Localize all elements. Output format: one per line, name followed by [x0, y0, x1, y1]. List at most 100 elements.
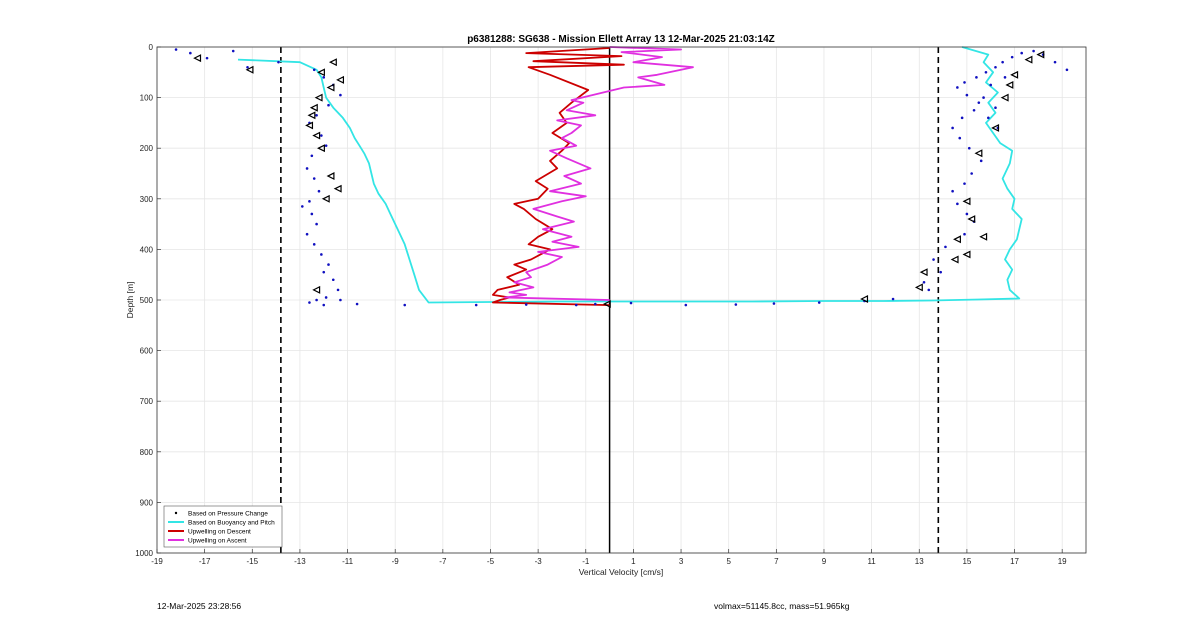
triangle-marker [1005, 80, 1014, 89]
series-upwelling-on-descent [491, 47, 625, 306]
triangle-marker [1000, 93, 1009, 102]
data-point [984, 71, 988, 74]
data-point [305, 167, 309, 170]
series-based-on-buoyancy-and-pitch [237, 46, 1023, 304]
data-point [308, 301, 311, 304]
data-point [308, 200, 311, 203]
data-point [1065, 68, 1069, 72]
data-point [327, 263, 330, 266]
data-point [963, 182, 966, 185]
y-tick-label: 300 [140, 195, 154, 204]
data-point [1032, 49, 1035, 53]
data-point [315, 114, 318, 117]
legend-entry: Upwelling on Descent [188, 528, 251, 535]
triangle-marker [328, 58, 337, 67]
data-point [958, 136, 962, 140]
data-point [315, 222, 318, 226]
footer-volmax-mass: volmax=51145.8cc, mass=51.965kg [714, 601, 850, 611]
data-point [972, 108, 976, 112]
data-point [989, 83, 993, 87]
x-tick-label: 1 [631, 557, 636, 566]
data-point [322, 303, 326, 307]
triangle-marker [333, 184, 342, 193]
data-point [939, 270, 942, 274]
triangle-marker [1010, 70, 1019, 79]
triangle-marker [317, 144, 325, 153]
series-based-on-pressure-change [174, 48, 1069, 307]
data-point [982, 96, 985, 99]
y-axis-label: Depth [m] [125, 282, 135, 319]
series-line [237, 46, 1023, 304]
y-tick-label: 0 [149, 43, 154, 52]
series-line [503, 46, 694, 301]
y-tick-label: 200 [140, 144, 154, 153]
data-point [336, 288, 340, 292]
data-point [951, 126, 954, 130]
x-tick-label: -9 [392, 557, 400, 566]
data-point [963, 81, 966, 84]
triangle-marker [307, 111, 316, 120]
data-point [312, 68, 316, 72]
data-point [967, 146, 971, 150]
data-point [189, 51, 192, 55]
data-point [339, 298, 342, 302]
data-point [734, 303, 738, 306]
data-point [994, 106, 997, 110]
data-point [355, 302, 359, 306]
x-tick-label: 19 [1058, 557, 1067, 566]
triangle-marker [602, 300, 611, 309]
data-point [574, 303, 578, 307]
series-line [491, 47, 625, 306]
data-point [629, 301, 633, 305]
data-point [310, 154, 314, 158]
x-tick-label: -17 [199, 557, 211, 566]
data-point [301, 205, 304, 208]
y-tick-label: 1000 [135, 549, 153, 558]
data-point [205, 56, 209, 60]
data-point [524, 303, 528, 306]
x-tick-label: -15 [247, 557, 259, 566]
data-point [1053, 60, 1057, 64]
data-point [960, 116, 964, 120]
triangle-marker [312, 285, 321, 294]
triangle-marker [953, 235, 961, 244]
triangle-marker [919, 268, 928, 277]
triangle-marker [979, 232, 988, 241]
footer-timestamp: 12-Mar-2025 23:28:56 [157, 601, 242, 611]
y-tick-label: 500 [140, 296, 154, 305]
x-axis-ticks: -19 -17 -15 -13 -11 -9 -7 -5 -3 -1 1 3 5 7 9 11 13 15 17 19 [151, 549, 1067, 566]
legend-entry: Based on Pressure Change [188, 510, 268, 517]
data-point [1003, 76, 1007, 79]
data-point [927, 288, 931, 292]
data-point [951, 189, 954, 193]
x-axis-label: Vertical Velocity [cm/s] [579, 567, 664, 577]
data-point [312, 177, 316, 180]
data-point [956, 86, 959, 89]
data-point [320, 253, 323, 256]
triangle-marker [1024, 55, 1033, 64]
data-point [305, 232, 309, 236]
series-triangle-markers [193, 50, 1045, 309]
data-point [965, 212, 969, 216]
x-tick-label: -11 [342, 557, 354, 566]
data-point [922, 280, 926, 284]
data-point [339, 93, 342, 97]
data-point [944, 245, 947, 249]
data-point [956, 202, 959, 206]
x-tick-label: 5 [726, 557, 731, 566]
triangle-marker [967, 215, 976, 224]
data-point [322, 270, 326, 274]
triangle-marker [860, 295, 869, 303]
triangle-marker [991, 123, 1000, 132]
legend: Based on Pressure Change Based on Buoyanc… [163, 505, 283, 548]
data-point [246, 65, 249, 69]
data-point [474, 303, 478, 307]
x-tick-label: 7 [774, 557, 779, 566]
data-point [1010, 55, 1014, 59]
data-point [979, 159, 983, 163]
data-point [987, 116, 990, 120]
data-point [231, 49, 235, 53]
y-tick-label: 800 [140, 448, 154, 457]
data-point [312, 243, 316, 246]
